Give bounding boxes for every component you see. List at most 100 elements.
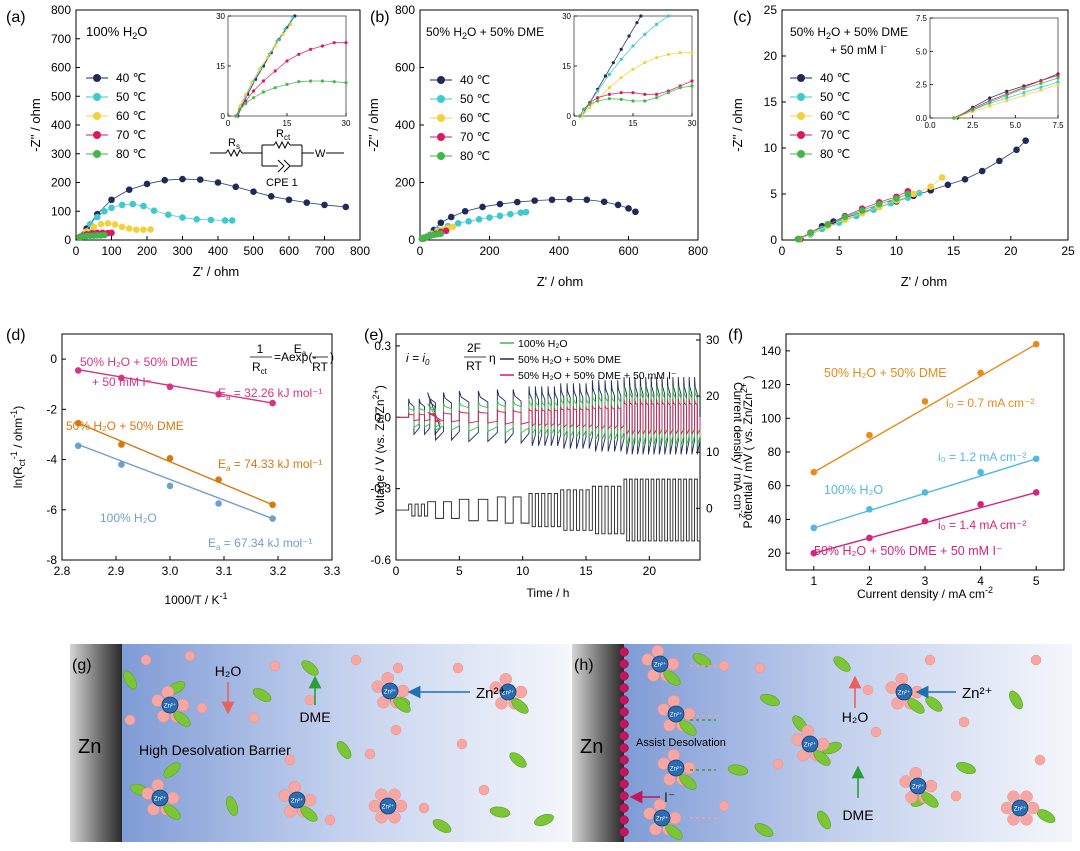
water-molecule bbox=[140, 654, 152, 666]
y-tick-label: 15 bbox=[764, 95, 778, 109]
inset-series-point bbox=[690, 51, 694, 55]
panel-b: (b) 50% H2O + 50% DME 0 200 400 600 800 0 200 4… bbox=[366, 3, 708, 289]
inset-series-point bbox=[320, 79, 324, 83]
inset-series-point bbox=[309, 47, 313, 51]
panel-g-zn-label: Zn bbox=[78, 736, 101, 758]
water-molecule bbox=[124, 714, 136, 726]
y-right-tick-label: 20 bbox=[706, 389, 720, 403]
inset-y-tick-label: 15 bbox=[216, 62, 225, 71]
x-tick-label: 300 bbox=[172, 244, 192, 258]
legend-marker bbox=[437, 76, 445, 84]
x-tick-label: 3.1 bbox=[216, 564, 233, 578]
dme-molecule bbox=[336, 741, 352, 759]
series-50 ℃-point bbox=[454, 220, 462, 227]
y-tick-label: -0.6 bbox=[370, 553, 391, 567]
y-tick-label: 20 bbox=[768, 546, 782, 560]
iodide-ion bbox=[619, 779, 629, 789]
equation-close: ) bbox=[330, 350, 334, 364]
x-tick-label: 0 bbox=[417, 244, 424, 258]
panel-d-series-labels: 50% H₂O + 50% DME + 50 mM I⁻ 50% H₂O + 50%… bbox=[66, 350, 334, 552]
legend-label: 50 ℃ bbox=[460, 92, 490, 106]
dme-molecule bbox=[907, 698, 925, 714]
y-tick-label: 5 bbox=[770, 187, 777, 201]
series-50 ℃-point bbox=[193, 216, 200, 223]
water-molecule bbox=[1034, 754, 1046, 766]
series-label: 50% H₂O + 50% DME bbox=[824, 366, 947, 380]
circuit-w-label: W bbox=[315, 148, 326, 160]
inset-series-point bbox=[289, 22, 293, 26]
water-molecule bbox=[176, 698, 190, 712]
series-60 ℃-line bbox=[798, 177, 943, 240]
inset-series-point bbox=[611, 61, 615, 65]
panel-a-axis-ticks: 0 100 200 300 400 500 600 700 800010020030040050… bbox=[51, 3, 370, 258]
panel-b-legend: 40 ℃ 50 ℃ 60 ℃ 70 ℃ 80 ℃ bbox=[430, 73, 490, 163]
series-40 ℃-point bbox=[214, 179, 222, 186]
legend-marker bbox=[437, 152, 445, 160]
y-tick-label: -6 bbox=[46, 503, 57, 517]
inset-series-point bbox=[273, 86, 277, 90]
x-tick-label: 0 bbox=[73, 244, 80, 258]
series-40 ℃-point bbox=[161, 176, 169, 184]
y-tick-label: -4 bbox=[46, 453, 57, 467]
y-tick-label: 800 bbox=[51, 3, 71, 17]
iodide-ion bbox=[619, 695, 629, 705]
inset-series-point bbox=[655, 92, 659, 96]
inset-series-point bbox=[1022, 87, 1026, 91]
panel-f-axis-ticks: 1 2 3 4 5 20 40 60 80 100 120 140 bbox=[761, 344, 1040, 588]
dme-molecule bbox=[813, 750, 831, 766]
panel-h-dme-label: DME bbox=[842, 807, 873, 823]
data-point bbox=[215, 500, 222, 507]
inset-series-point bbox=[1039, 85, 1043, 89]
water-molecule bbox=[1030, 654, 1042, 666]
series-40 ℃-point bbox=[978, 167, 986, 175]
iodide-ion bbox=[619, 683, 629, 693]
inset-series-point bbox=[971, 108, 975, 112]
series-40 ℃-point bbox=[461, 207, 469, 215]
water-molecule bbox=[801, 724, 814, 738]
iodide-ion bbox=[619, 719, 629, 729]
panel-b-ylabel: -Z'' / ohm bbox=[366, 98, 381, 151]
water-molecule bbox=[390, 724, 402, 736]
x-tick-label: 800 bbox=[350, 244, 370, 258]
dme-molecule bbox=[760, 693, 780, 707]
panel-d-xlabel: 1000/T / K-1 bbox=[164, 591, 227, 607]
dme-molecule bbox=[956, 761, 976, 775]
data-point bbox=[215, 476, 222, 483]
panel-e-equation: i = i0 2F RT η bbox=[406, 341, 496, 373]
x-tick-label: 10 bbox=[890, 244, 904, 258]
series-40 ℃-point bbox=[437, 219, 445, 227]
series-80 ℃-point bbox=[858, 207, 866, 214]
legend-marker bbox=[797, 74, 805, 82]
zn-ion-label: Zn²⁺ bbox=[670, 766, 682, 773]
iodide-ion bbox=[619, 767, 629, 777]
data-point bbox=[215, 390, 222, 398]
water-molecule bbox=[368, 799, 382, 813]
legend-label: 50 ℃ bbox=[820, 90, 850, 104]
water-molecule bbox=[381, 671, 394, 685]
water-molecule bbox=[667, 748, 680, 762]
inset-series-point bbox=[297, 52, 301, 56]
legend-label: 70 ℃ bbox=[820, 128, 850, 142]
series-40 ℃-point bbox=[614, 201, 622, 209]
zn-ion-label: Zn²⁺ bbox=[164, 703, 176, 710]
inset-series-point bbox=[273, 69, 277, 73]
panel-a-legend: 40 ℃ 50 ℃ 60 ℃ 70 ℃ 80 ℃ bbox=[86, 71, 146, 161]
inset-series-point bbox=[285, 59, 289, 63]
inset-series-point bbox=[238, 107, 242, 111]
panel-d-ylabel: ln(Rct-1 / ohm-1) bbox=[9, 406, 27, 488]
svg-text:2F: 2F bbox=[467, 341, 481, 355]
series-60 ℃-point bbox=[133, 226, 140, 233]
legend-label: 80 ℃ bbox=[460, 149, 490, 163]
inset-series-point bbox=[631, 44, 635, 48]
y-tick-label: 300 bbox=[51, 147, 71, 161]
series-current bbox=[396, 478, 701, 542]
svg-text:i = i0: i = i0 bbox=[406, 351, 430, 367]
activation-energy-label: Ea = 74.33 kJ mol⁻¹ bbox=[218, 457, 323, 473]
series-40 ℃-point bbox=[321, 201, 328, 209]
inset-series-point bbox=[643, 61, 647, 65]
series-50 ℃-point bbox=[496, 212, 504, 220]
series-80 ℃-point bbox=[824, 221, 832, 228]
legend-marker bbox=[797, 150, 805, 158]
series-70 ℃-point bbox=[108, 229, 115, 237]
data-point bbox=[1032, 455, 1040, 463]
